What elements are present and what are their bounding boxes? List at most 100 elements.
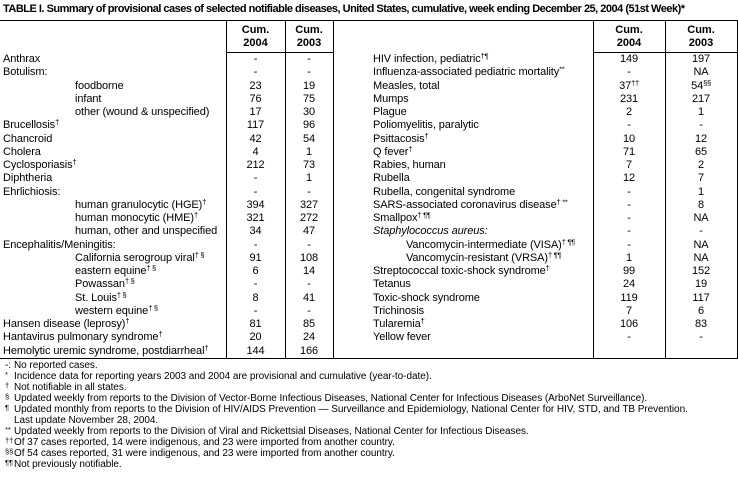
cum-2003-value: -	[699, 119, 703, 132]
footnote-marker: -:	[5, 360, 12, 371]
cum-2004-value: 2	[625, 106, 633, 118]
cum-2003-value: 54	[302, 132, 316, 145]
footnote: * Incidence data for reporting years 2003…	[0, 370, 736, 382]
disease-label: Botulism:	[3, 66, 48, 79]
footnote-marker: **	[5, 425, 11, 434]
table-row: Rabies, human 7 2	[333, 159, 738, 172]
table-row: Cholera 4 1	[0, 146, 333, 159]
cum-2004-value: 10	[622, 132, 636, 145]
cum-2003-value: 14	[302, 265, 316, 277]
footnote-marker: ¶	[5, 403, 9, 412]
cum-2004-value: -	[253, 66, 258, 79]
disease-label: SARS-associated coronavirus disease† **	[373, 197, 568, 211]
table-row: Tularemia† 106 83	[333, 317, 738, 331]
cum-2003-value: NA	[693, 66, 709, 79]
cum-label: Cum.	[615, 24, 643, 36]
table-row: Hansen disease (leprosy)† 81 85	[0, 317, 333, 331]
disease-label: Anthrax	[3, 53, 41, 65]
table-row: Psittacosis† 10 12	[333, 132, 738, 146]
disease-label: Rubella	[373, 172, 410, 185]
cum-2004-value: -	[253, 185, 258, 198]
disease-label: HIV infection, pediatric†¶	[373, 51, 489, 65]
cum-2003-value: -	[307, 304, 311, 317]
cum-2004-value: 71	[622, 145, 636, 158]
cum-2004-value: 394	[246, 198, 265, 211]
footnote-text: Of 54 cases reported, 31 were indigenous…	[14, 448, 395, 459]
footnote-text: Updated weekly from reports to the Divis…	[14, 426, 529, 437]
footnote-text: Of 37 cases reported, 14 were indigenous…	[14, 437, 395, 448]
cum-label: Cum.	[295, 24, 323, 36]
cum-2003-value: -	[307, 53, 311, 65]
cum-2004-value: 144	[246, 344, 265, 357]
cum-2003-value: 2	[697, 159, 705, 171]
cum-2003-value: 19	[302, 79, 316, 92]
table-row: HIV infection, pediatric†¶ 149 197	[333, 51, 738, 66]
disease-label: Hemolytic uremic syndrome, postdiarrheal…	[3, 343, 209, 357]
table-row: Brucellosis† 117 96	[0, 119, 333, 132]
table-row: Plague 2 1	[333, 106, 738, 119]
cum-2003-value: 1	[697, 106, 705, 118]
table-row: western equine† § - -	[0, 303, 333, 318]
footnote-text: Updated weekly from reports to the Divis…	[14, 393, 648, 404]
cum-2004-value: 91	[249, 251, 262, 264]
disease-label: Q fever†	[373, 144, 413, 158]
disease-label: Yellow fever	[373, 331, 431, 344]
cum-2004-value: 149	[619, 53, 639, 65]
disease-label: Streptococcal toxic-shock syndrome†	[373, 263, 550, 277]
cum-2004-value: -	[627, 198, 631, 211]
table-row: Measles, total 37†† 54§§	[333, 79, 738, 93]
footnote-text: Last update November 28, 2004.	[14, 415, 159, 426]
cum-2003-value: 217	[691, 92, 711, 105]
cum-2004-value: 7	[625, 304, 633, 317]
cum-2003-value: -	[699, 331, 703, 344]
cum-label: Cum.	[687, 24, 715, 36]
disease-label: western equine† §	[75, 303, 158, 317]
table-row: Rubella 12 7	[333, 172, 738, 185]
cum-2003-value: 19	[694, 278, 708, 291]
cum-2004-value: 1	[625, 251, 633, 264]
cum-2004-value: -	[627, 212, 631, 224]
cum-2004-value: 99	[622, 265, 636, 277]
cum-2003-value: 30	[302, 106, 316, 118]
column-divider-line	[665, 20, 666, 359]
disease-label: human, other and unspecified	[75, 225, 218, 238]
disease-label: Influenza-associated pediatric mortality…	[373, 64, 565, 79]
table-row: Diphtheria - 1	[0, 172, 333, 185]
left-table-body: Anthrax - - Botulism: - - foodborne 23 19 infant 7…	[0, 53, 333, 358]
cum-2004-value: -	[253, 238, 258, 251]
disease-label: Mumps	[373, 92, 409, 105]
cum-2004-value: 34	[249, 225, 262, 238]
table-bottom-border	[0, 358, 738, 359]
cum-label: Cum.	[241, 24, 270, 36]
cum-2004-value: -	[627, 185, 631, 198]
footnote-text: Incidence data for reporting years 2003 …	[14, 371, 432, 382]
disease-label: Measles, total	[373, 79, 440, 92]
cum-2003-value: -	[307, 238, 311, 251]
table-row: Ehrlichiosis: - -	[0, 186, 333, 199]
cum-2003-value: -	[699, 225, 703, 238]
table-row: human monocytic (HME)† 321 272	[0, 211, 333, 225]
table-row: Botulism: - -	[0, 66, 333, 79]
table-row: California serogroup viral† § 91 108	[0, 251, 333, 265]
cum-2004-value: -	[253, 278, 258, 291]
cum-2004-value: 23	[249, 79, 262, 92]
disease-label: Encephalitis/Meningitis:	[3, 238, 116, 251]
table-row: Hemolytic uremic syndrome, postdiarrheal…	[0, 343, 333, 358]
footnote-marker: ¶¶	[5, 458, 13, 467]
cum-2004-value: -	[627, 238, 631, 251]
table-row: Vancomycin-resistant (VRSA)† ¶¶ 1 NA	[333, 251, 738, 265]
footnote: §§ Of 54 cases reported, 31 were indigeno…	[0, 447, 736, 459]
table-row: Toxic-shock syndrome 119 117	[333, 292, 738, 305]
cum-2003-value: NA	[693, 251, 709, 264]
disease-label: St. Louis† §	[75, 290, 127, 304]
disease-label: human granulocytic (HGE)†	[75, 197, 207, 211]
cum-2003-value: 1	[305, 145, 313, 158]
table-row: SARS-associated coronavirus disease† ** -…	[333, 197, 738, 212]
table-row: Tetanus 24 19	[333, 278, 738, 291]
disease-label: Staphylococcus aureus:	[373, 225, 488, 238]
table-row: Yellow fever - -	[333, 331, 738, 344]
footnote: -: No reported cases.	[0, 360, 736, 371]
footnotes-section: -: No reported cases. * Incidence data for …	[0, 360, 736, 470]
column-divider-line	[593, 20, 594, 359]
